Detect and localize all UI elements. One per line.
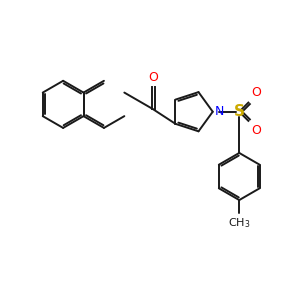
Text: O: O xyxy=(252,124,262,137)
Text: O: O xyxy=(252,86,262,99)
Text: N: N xyxy=(214,105,224,118)
Text: S: S xyxy=(234,104,245,119)
Text: CH$_3$: CH$_3$ xyxy=(228,216,250,230)
Text: O: O xyxy=(148,71,158,84)
